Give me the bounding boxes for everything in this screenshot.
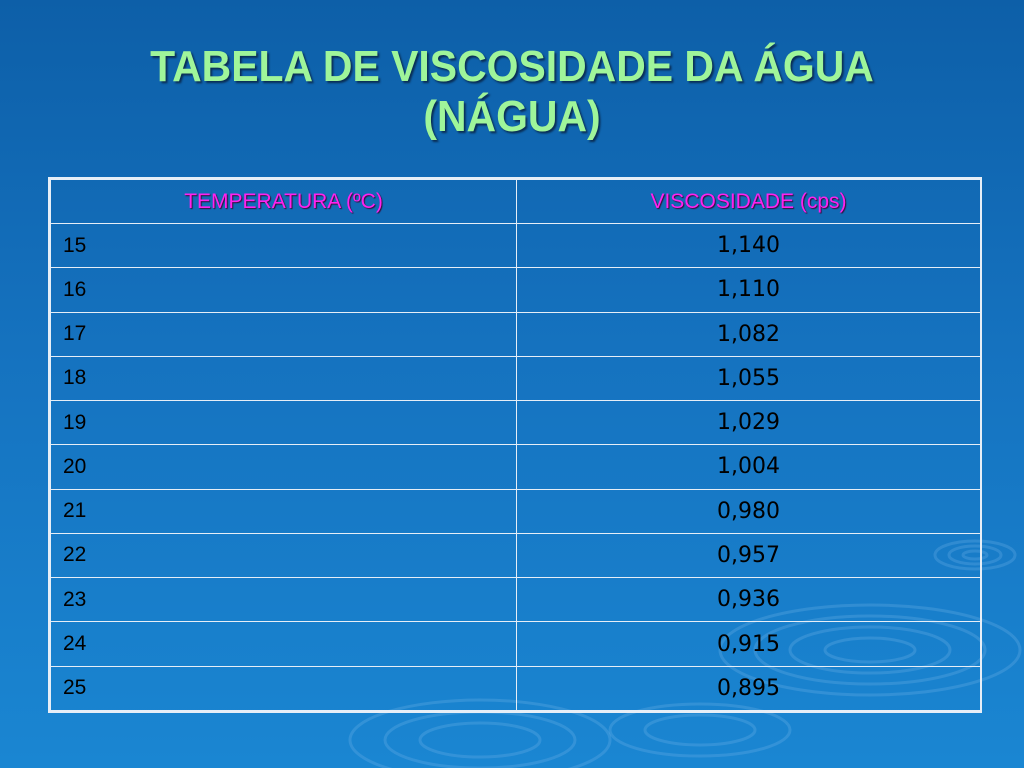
temperature-cell: 19 (50, 400, 517, 446)
table-row: 18 1,055 (50, 355, 981, 402)
table-header-row: TEMPERATURA (ºC) VISCOSIDADE (cps) (50, 179, 981, 224)
title-line-1: TABELA DE VISCOSIDADE DA ÁGUA (150, 42, 874, 91)
temperature-cell: 20 (50, 444, 517, 490)
slide-title: TABELA DE VISCOSIDADE DA ÁGUA (NÁGUA) (36, 42, 988, 142)
viscosity-cell: 0,915 (516, 621, 981, 667)
header-viscosity: VISCOSIDADE (cps) (516, 179, 981, 224)
viscosity-cell: 1,082 (516, 311, 981, 357)
table-row: 22 0,957 (50, 532, 981, 579)
temperature-cell: 16 (50, 267, 517, 313)
temperature-cell: 22 (50, 532, 517, 579)
viscosity-cell: 1,029 (516, 400, 981, 446)
viscosity-cell: 1,110 (516, 267, 981, 313)
temperature-cell: 17 (50, 311, 517, 357)
table-row: 21 0,980 (50, 488, 981, 534)
temperature-cell: 25 (50, 665, 517, 712)
viscosity-cell: 1,140 (516, 222, 981, 269)
temperature-cell: 23 (50, 577, 517, 623)
viscosity-cell: 0,957 (516, 532, 981, 579)
viscosity-cell: 1,055 (516, 355, 981, 402)
table-row: 25 0,895 (50, 665, 981, 712)
title-line-2: (NÁGUA) (423, 92, 601, 141)
table-row: 17 1,082 (50, 311, 981, 357)
table-row: 20 1,004 (50, 444, 981, 490)
viscosity-cell: 1,004 (516, 444, 981, 490)
table-row: 23 0,936 (50, 577, 981, 623)
viscosity-cell: 0,936 (516, 577, 981, 623)
table-row: 19 1,029 (50, 400, 981, 446)
viscosity-cell: 0,895 (516, 665, 981, 712)
viscosity-cell: 0,980 (516, 488, 981, 534)
viscosity-table: TEMPERATURA (ºC) VISCOSIDADE (cps) 15 1,1… (48, 177, 982, 713)
temperature-cell: 18 (50, 355, 517, 402)
table-row: 15 1,140 (50, 222, 981, 269)
header-temperature: TEMPERATURA (ºC) (50, 179, 517, 224)
temperature-cell: 15 (50, 222, 517, 269)
temperature-cell: 24 (50, 621, 517, 667)
temperature-cell: 21 (50, 488, 517, 534)
table-row: 24 0,915 (50, 621, 981, 667)
table-body: 15 1,140 16 1,110 17 1,082 18 1,055 19 1,029 20 1,0… (50, 222, 981, 712)
table-row: 16 1,110 (50, 267, 981, 313)
